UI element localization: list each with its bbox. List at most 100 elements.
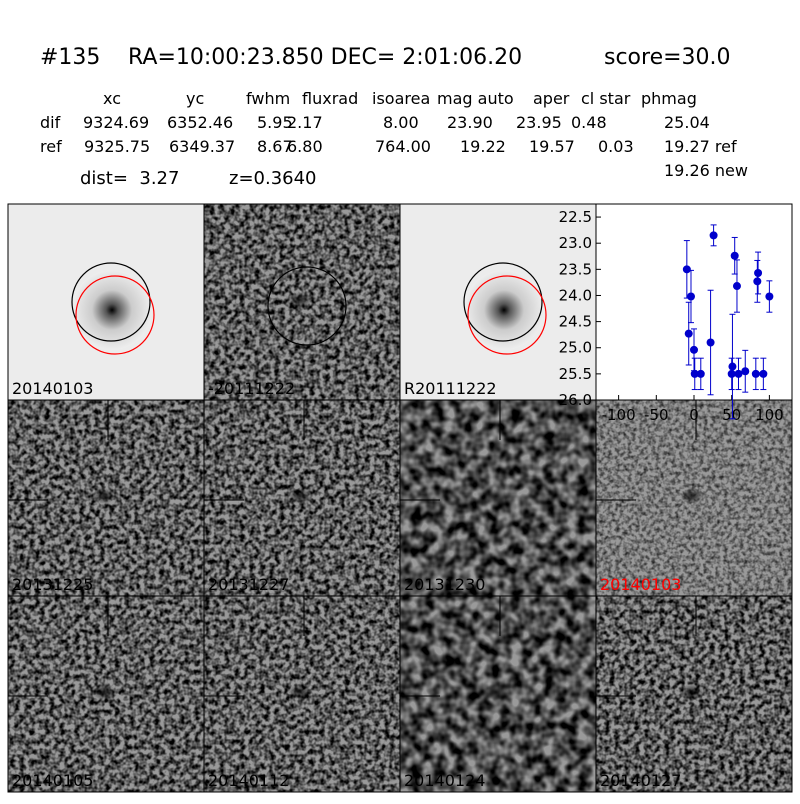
column-header: yc (186, 89, 204, 108)
column-header: isoarea (372, 89, 430, 108)
table-cell: 19.27 ref (664, 137, 737, 156)
table-cell: 0.48 (571, 113, 607, 132)
panel: 20140112 (203, 595, 401, 793)
galaxy (72, 270, 152, 350)
phmag-new: 19.26 new (664, 161, 748, 180)
panel: -20111222 (203, 203, 401, 401)
data-point (754, 268, 763, 277)
panel-label: -20111222 (208, 379, 295, 398)
column-header: fwhm (246, 89, 290, 108)
table-cell: 6352.46 (167, 113, 233, 132)
table-cell: 23.95 (516, 113, 562, 132)
data-point (690, 369, 699, 378)
table-cell: 19.22 (460, 137, 506, 156)
data-point (730, 251, 739, 260)
x-tick-label: 50 (722, 406, 741, 424)
panel-label: 20140124 (404, 771, 485, 790)
column-header: phmag (641, 89, 697, 108)
y-tick-label: 22.5 (559, 208, 592, 226)
new-circle (467, 275, 547, 355)
x-tick-label: 100 (755, 406, 784, 424)
table-cell: 9324.69 (83, 113, 149, 132)
data-point (734, 369, 743, 378)
panel-label: 20140112 (208, 771, 289, 790)
table-cell: 8.00 (383, 113, 419, 132)
table-cell: 19.57 (529, 137, 575, 156)
source (680, 684, 704, 700)
table-cell: 25.04 (664, 113, 710, 132)
panel: 20140103 (595, 399, 793, 597)
data-point (728, 362, 737, 371)
table-cell: 764.00 (375, 137, 431, 156)
panel-label: 20140105 (12, 771, 93, 790)
table-cell: ref (40, 137, 62, 156)
y-tick-label: 25.5 (559, 365, 592, 383)
ref-circle (71, 262, 151, 342)
light-curve: 22.5 23.0 23.5 24.0 24.5 25.0 25.5 26.0 -100 -50 0… (559, 208, 784, 424)
x-tick-label: -50 (644, 406, 669, 424)
galaxy (464, 270, 544, 350)
table-cell: 6349.37 (169, 137, 235, 156)
panel-label: R20111222 (404, 379, 497, 398)
source (484, 684, 508, 700)
source (484, 488, 508, 504)
panel-frame (595, 595, 793, 793)
data-point (727, 369, 736, 378)
table-cell: 0.03 (598, 137, 634, 156)
data-point (690, 345, 698, 354)
data-point (706, 338, 715, 347)
column-header: mag auto (437, 89, 514, 108)
ref-circle (267, 266, 347, 346)
y-tick-label: 23.0 (559, 234, 592, 252)
y-tick-label: 24.5 (559, 313, 592, 331)
y-tick-label: 26.0 (559, 391, 592, 409)
data-point (753, 277, 762, 286)
distance: dist= 3.27 (80, 168, 179, 189)
data-point (741, 367, 750, 376)
candidate-id: #135 (40, 45, 100, 70)
data-point (686, 292, 695, 301)
panel: R20111222 (399, 203, 597, 401)
table-cell: 5.95 (257, 113, 293, 132)
panel-label: 20140103 (600, 575, 681, 594)
data-point (684, 329, 693, 338)
data-point (759, 369, 768, 378)
table-cell: dif (40, 113, 61, 132)
panel: 20140103 (7, 203, 205, 401)
data-point (696, 369, 705, 378)
panel-label: 20131227 (208, 575, 289, 594)
source (92, 684, 116, 700)
coordinates: RA=10:00:23.850 DEC= 2:01:06.20 (128, 45, 522, 70)
table-cell: 8.67 (257, 137, 293, 156)
panel-label: 20131230 (404, 575, 485, 594)
source (288, 684, 312, 700)
data-point (682, 265, 691, 274)
table-cell: 23.90 (447, 113, 493, 132)
x-tick-label: 0 (689, 406, 699, 424)
y-tick-label: 23.5 (559, 260, 592, 278)
column-header: cl star (581, 89, 631, 108)
source (288, 292, 312, 308)
ref-circle (463, 262, 543, 342)
panel: 20140127 (595, 595, 793, 793)
panel-label: 20140127 (600, 771, 681, 790)
table-cell: 9325.75 (84, 137, 150, 156)
panel: 20140124 (399, 595, 597, 793)
panel: 20131227 (203, 399, 401, 597)
table-cell: 2.17 (287, 113, 323, 132)
panel-label: 20140103 (12, 379, 93, 398)
redshift: z=0.3640 (229, 168, 317, 189)
score: score=30.0 (604, 45, 731, 70)
y-tick-label: 25.0 (559, 339, 592, 357)
new-circle (75, 275, 155, 355)
panel: 20140105 (7, 595, 205, 793)
panel: 20131225 (7, 399, 205, 597)
column-header: xc (103, 89, 121, 108)
source (92, 488, 116, 504)
panel-label: 20131225 (12, 575, 93, 594)
source (288, 488, 312, 504)
data-point (732, 282, 741, 291)
y-tick-label: 24.0 (559, 286, 592, 304)
panel: 20131230 (399, 399, 597, 597)
